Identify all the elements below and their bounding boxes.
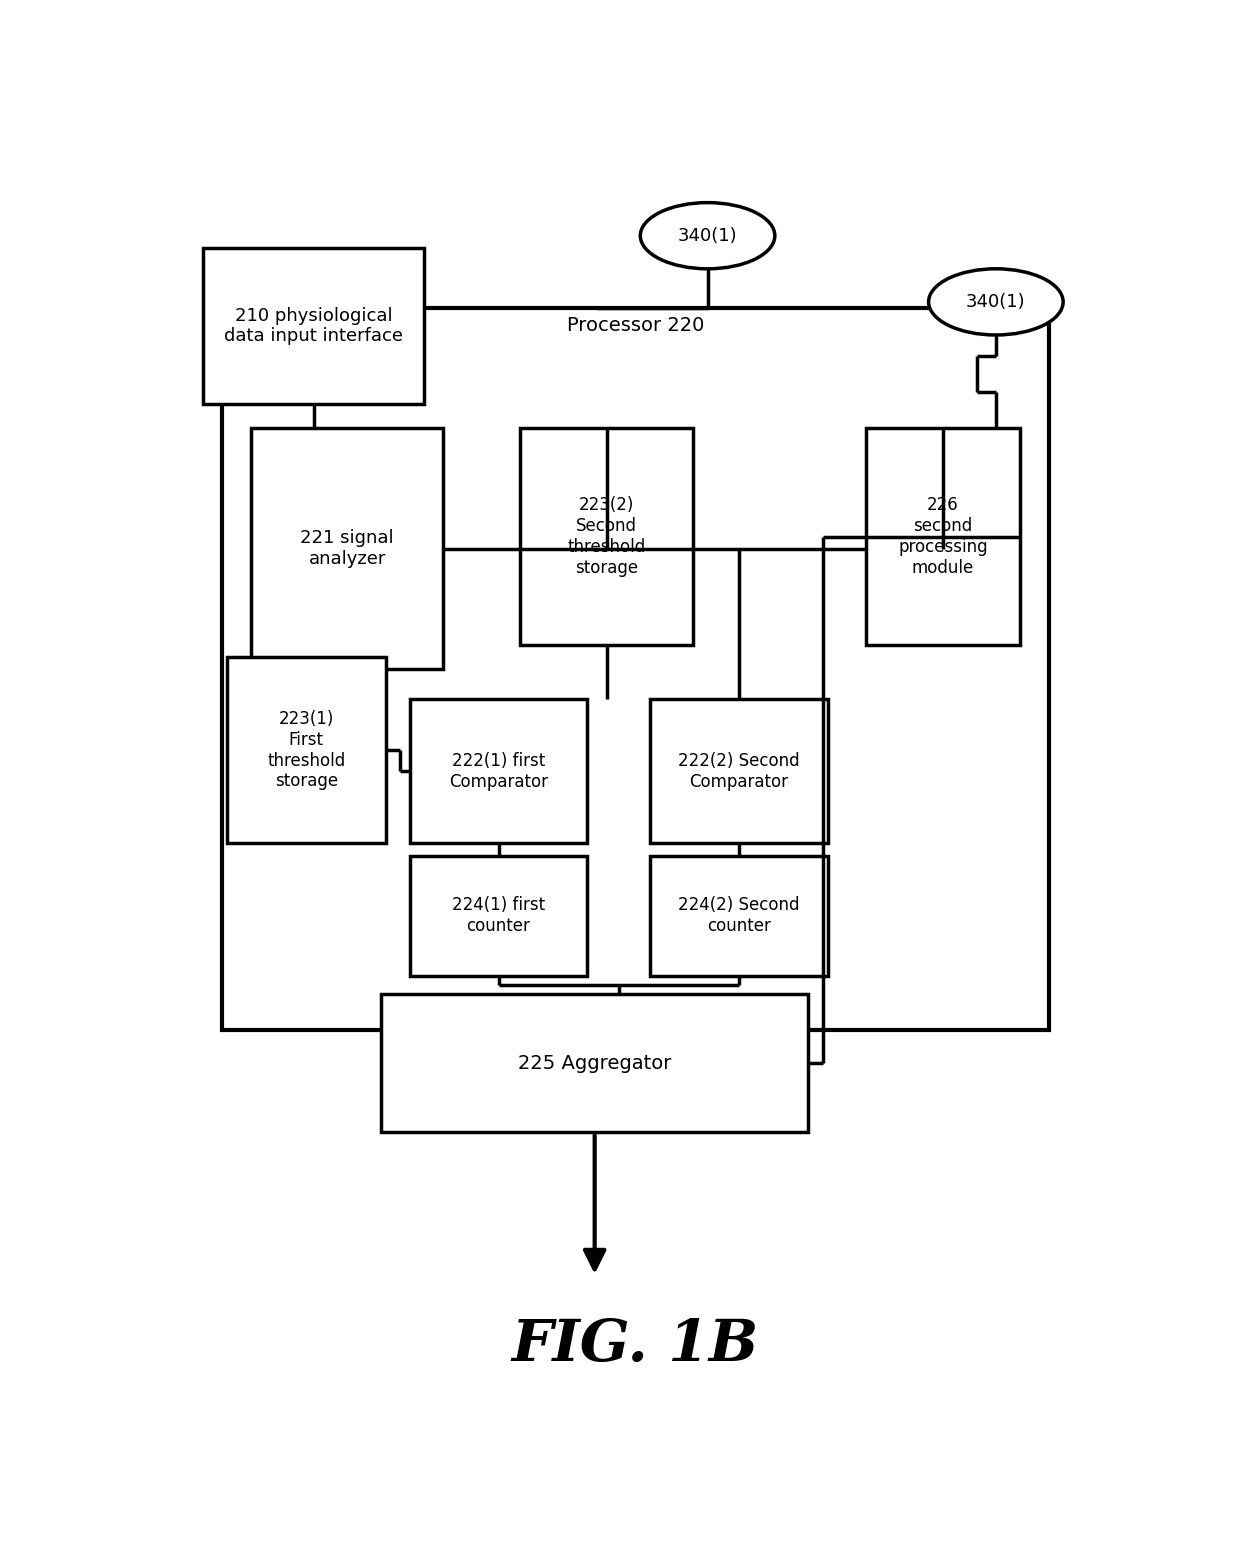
Text: 224(1) first
counter: 224(1) first counter	[453, 896, 546, 935]
Text: 340(1): 340(1)	[678, 227, 738, 245]
Bar	[650, 699, 828, 844]
Text: Processor 220: Processor 220	[567, 316, 704, 336]
Bar	[409, 699, 588, 844]
Bar	[203, 249, 424, 405]
Text: 225 Aggregator: 225 Aggregator	[518, 1053, 671, 1072]
Bar	[866, 428, 1019, 646]
Text: 223(1)
First
threshold
storage: 223(1) First threshold storage	[268, 710, 346, 791]
Bar	[227, 656, 386, 844]
Text: 222(2) Second
Comparator: 222(2) Second Comparator	[678, 752, 800, 791]
Text: FIG. 1B: FIG. 1B	[512, 1318, 759, 1374]
Ellipse shape	[929, 269, 1063, 334]
Bar	[650, 855, 828, 975]
Text: 224(2) Second
counter: 224(2) Second counter	[678, 896, 800, 935]
Text: 222(1) first
Comparator: 222(1) first Comparator	[449, 752, 548, 791]
Ellipse shape	[640, 203, 775, 269]
Text: 223(2)
Second
threshold
storage: 223(2) Second threshold storage	[568, 497, 646, 577]
Bar	[521, 428, 693, 646]
Bar	[222, 308, 1049, 1030]
Text: 226
second
processing
module: 226 second processing module	[898, 497, 988, 577]
Bar	[381, 994, 808, 1132]
Bar	[409, 855, 588, 975]
Text: 210 physiological
data input interface: 210 physiological data input interface	[224, 306, 403, 345]
Text: 340(1): 340(1)	[966, 292, 1025, 311]
Bar	[250, 428, 444, 669]
Text: 221 signal
analyzer: 221 signal analyzer	[300, 530, 394, 567]
